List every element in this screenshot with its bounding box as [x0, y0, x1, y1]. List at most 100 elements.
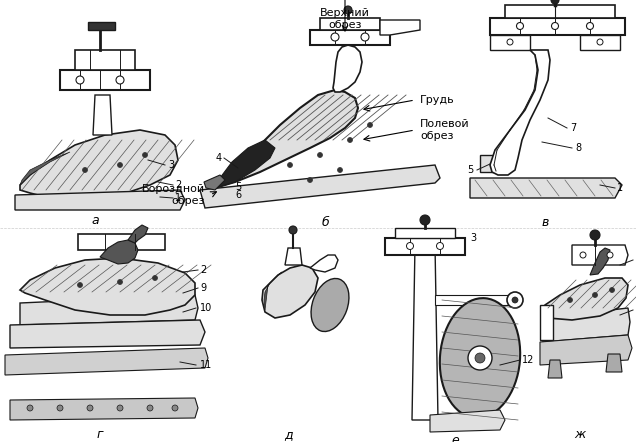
Text: 5: 5	[467, 165, 473, 175]
Polygon shape	[262, 265, 318, 318]
Polygon shape	[15, 190, 185, 210]
Circle shape	[307, 178, 312, 183]
Polygon shape	[100, 240, 138, 264]
Text: 11: 11	[200, 360, 212, 370]
Circle shape	[172, 405, 178, 411]
Text: 13: 13	[635, 305, 636, 315]
Circle shape	[607, 252, 613, 258]
Circle shape	[142, 152, 148, 157]
Polygon shape	[543, 308, 630, 342]
Polygon shape	[88, 22, 115, 30]
Text: г: г	[97, 428, 103, 442]
Circle shape	[118, 279, 123, 285]
Polygon shape	[412, 245, 438, 420]
Circle shape	[287, 163, 293, 168]
Circle shape	[567, 297, 572, 302]
Text: 4: 4	[216, 153, 222, 163]
Polygon shape	[333, 45, 362, 92]
Text: Бороздной
обрез: Бороздной обрез	[142, 184, 205, 206]
Text: б: б	[321, 216, 329, 229]
Text: 8: 8	[575, 143, 581, 153]
Text: 5: 5	[235, 182, 241, 192]
Circle shape	[436, 243, 443, 249]
Text: д: д	[284, 428, 293, 442]
Circle shape	[597, 39, 603, 45]
Polygon shape	[75, 50, 135, 70]
Circle shape	[516, 23, 523, 30]
Text: 3: 3	[168, 160, 174, 170]
Polygon shape	[10, 398, 198, 420]
Polygon shape	[548, 360, 562, 378]
Polygon shape	[572, 245, 628, 265]
Circle shape	[551, 23, 558, 30]
Circle shape	[586, 23, 593, 30]
Polygon shape	[20, 258, 195, 315]
Polygon shape	[215, 90, 358, 188]
Polygon shape	[540, 305, 553, 340]
Circle shape	[551, 0, 559, 4]
Ellipse shape	[440, 298, 520, 418]
Circle shape	[368, 122, 373, 127]
Circle shape	[117, 405, 123, 411]
Text: 10: 10	[200, 303, 212, 313]
Polygon shape	[215, 140, 275, 188]
Polygon shape	[490, 50, 550, 175]
Polygon shape	[10, 320, 205, 348]
Circle shape	[153, 275, 158, 281]
Circle shape	[147, 405, 153, 411]
Polygon shape	[590, 248, 610, 275]
Polygon shape	[93, 95, 112, 135]
Circle shape	[420, 215, 430, 225]
Polygon shape	[480, 155, 510, 172]
Circle shape	[344, 6, 352, 14]
Text: 14: 14	[635, 255, 636, 265]
Circle shape	[507, 292, 523, 308]
Text: а: а	[91, 213, 99, 226]
Polygon shape	[540, 335, 632, 365]
Circle shape	[83, 168, 88, 172]
Polygon shape	[435, 295, 518, 305]
Text: 2: 2	[175, 180, 181, 190]
Ellipse shape	[311, 278, 349, 332]
Polygon shape	[5, 348, 208, 375]
Text: 3: 3	[470, 233, 476, 243]
Polygon shape	[200, 165, 440, 208]
Polygon shape	[380, 20, 420, 35]
Circle shape	[507, 39, 513, 45]
Polygon shape	[385, 238, 465, 255]
Text: 6: 6	[235, 190, 241, 200]
Circle shape	[57, 405, 63, 411]
Text: ж: ж	[574, 428, 586, 442]
Polygon shape	[490, 18, 625, 35]
Polygon shape	[395, 228, 455, 238]
Circle shape	[593, 293, 597, 297]
Circle shape	[27, 405, 33, 411]
Circle shape	[317, 152, 322, 157]
Polygon shape	[78, 234, 165, 250]
Text: Грудь: Грудь	[420, 95, 455, 105]
Text: 9: 9	[200, 283, 206, 293]
Text: 2: 2	[200, 265, 206, 275]
Polygon shape	[285, 248, 302, 265]
Text: в: в	[541, 216, 549, 229]
Circle shape	[475, 353, 485, 363]
Circle shape	[338, 168, 343, 172]
Text: Верхний
обрез: Верхний обрез	[320, 8, 370, 30]
Polygon shape	[310, 30, 390, 45]
Circle shape	[347, 137, 352, 142]
Polygon shape	[60, 70, 150, 90]
Circle shape	[87, 405, 93, 411]
Text: 7: 7	[570, 123, 576, 133]
Circle shape	[609, 287, 614, 293]
Circle shape	[76, 76, 84, 84]
Circle shape	[468, 346, 492, 370]
Text: Полевой
обрез: Полевой обрез	[420, 119, 469, 141]
Polygon shape	[20, 130, 178, 200]
Circle shape	[361, 33, 369, 41]
Circle shape	[331, 33, 339, 41]
Polygon shape	[320, 18, 380, 30]
Polygon shape	[204, 175, 225, 190]
Circle shape	[590, 230, 600, 240]
Polygon shape	[20, 152, 70, 185]
Polygon shape	[20, 295, 198, 325]
